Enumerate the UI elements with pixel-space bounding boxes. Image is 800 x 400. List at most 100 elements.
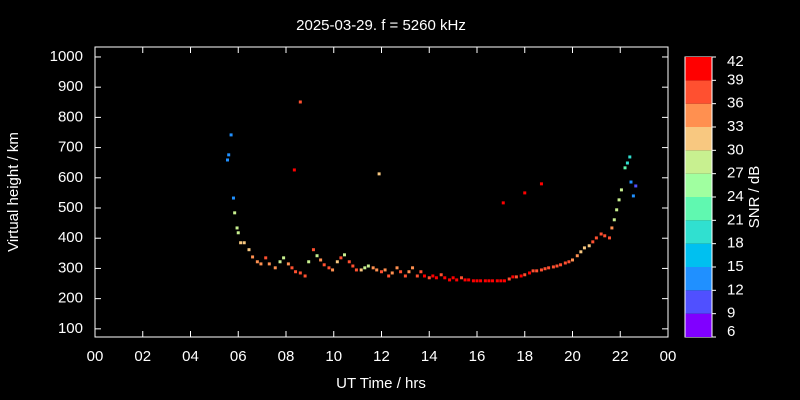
point [399, 270, 403, 274]
point [227, 153, 231, 157]
point [628, 155, 632, 159]
point [539, 268, 543, 272]
colorbar-band [685, 243, 712, 267]
colorbar-tick-label: 27 [727, 165, 744, 182]
colorbar-tick-label: 39 [727, 71, 744, 88]
point [371, 266, 375, 270]
point [387, 274, 391, 278]
point [610, 226, 614, 230]
point [555, 264, 559, 268]
point [235, 226, 239, 230]
point [335, 260, 339, 264]
point [591, 240, 595, 244]
point [483, 279, 487, 283]
point [267, 262, 271, 266]
x-tick-label: 00 [87, 348, 104, 365]
point [298, 271, 302, 275]
x-tick-label: 06 [230, 348, 247, 365]
point [528, 271, 532, 275]
colorbar-tick-label: 24 [727, 188, 744, 205]
point [290, 266, 294, 270]
y-tick-label: 700 [58, 139, 83, 156]
point [264, 256, 268, 260]
colorbar-tick-label: 6 [727, 323, 735, 340]
x-tick-label: 14 [421, 348, 438, 365]
point [547, 266, 551, 270]
point [514, 275, 518, 279]
point [594, 236, 598, 240]
point [363, 266, 367, 270]
point [427, 276, 431, 280]
y-tick-label: 400 [58, 229, 83, 246]
point [612, 218, 616, 222]
y-tick-label: 800 [58, 108, 83, 125]
point [501, 201, 505, 205]
point [543, 267, 547, 271]
y-tick-label: 1000 [50, 48, 83, 65]
x-tick-label: 20 [564, 348, 581, 365]
point [419, 270, 423, 274]
point [278, 260, 282, 264]
point [439, 273, 443, 277]
point [239, 241, 243, 245]
point [511, 275, 515, 279]
point [395, 266, 399, 270]
point [315, 254, 319, 258]
point [631, 194, 635, 198]
point [455, 278, 459, 282]
point [623, 166, 627, 170]
point [347, 260, 351, 264]
point [587, 244, 591, 248]
point [247, 248, 251, 252]
y-axis-label: Virtual height / km [5, 132, 22, 252]
point [292, 168, 296, 172]
point [273, 266, 277, 270]
point [233, 211, 237, 215]
colorbar-label: SNR / dB [746, 166, 763, 229]
point [619, 188, 623, 192]
colorbar-band [685, 313, 712, 337]
point [286, 262, 290, 266]
point [327, 266, 331, 270]
point [539, 182, 543, 186]
point [531, 269, 535, 273]
point [495, 279, 499, 283]
point [407, 270, 411, 274]
point [599, 232, 603, 236]
y-tick-label: 100 [58, 320, 83, 337]
y-tick-label: 900 [58, 78, 83, 95]
point [411, 266, 415, 270]
point [479, 279, 483, 283]
y-tick-label: 500 [58, 199, 83, 216]
point [615, 208, 619, 212]
colorbar-tick-label: 21 [727, 211, 744, 228]
x-tick-label: 00 [660, 348, 677, 365]
point [236, 231, 240, 235]
colorbar-band [685, 80, 712, 104]
point [617, 198, 621, 202]
point [322, 263, 326, 267]
y-tick-label: 300 [58, 259, 83, 276]
point [625, 161, 629, 165]
point [535, 269, 539, 273]
point [499, 279, 503, 283]
point [422, 274, 426, 278]
point [255, 260, 259, 264]
point [471, 279, 475, 283]
point [282, 256, 286, 260]
colorbar-tick-label: 33 [727, 118, 744, 135]
point [339, 256, 343, 260]
colorbar-band [685, 103, 712, 127]
colorbar-band [685, 173, 712, 197]
colorbar-tick-label: 42 [727, 53, 744, 70]
point [342, 253, 346, 257]
colorbar-band [685, 197, 712, 221]
point [475, 279, 479, 283]
point [507, 277, 511, 281]
colorbar-tick-label: 18 [727, 235, 744, 252]
colorbar-tick-label: 36 [727, 95, 744, 112]
point [629, 180, 633, 184]
point [231, 196, 235, 200]
